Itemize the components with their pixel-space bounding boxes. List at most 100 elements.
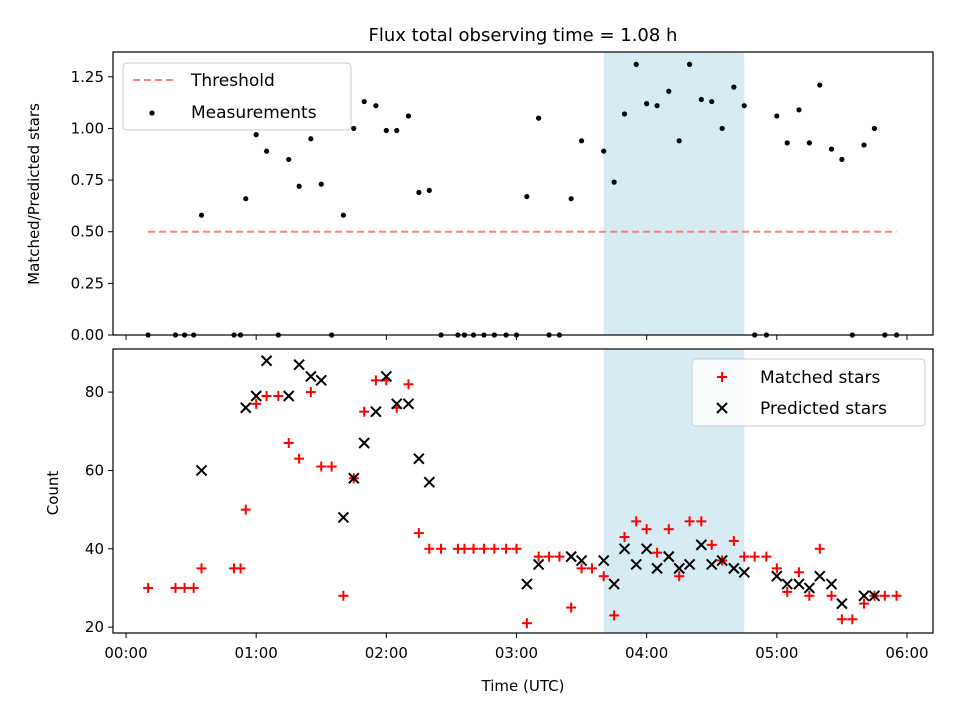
cross-b — [663, 550, 675, 563]
cross-b — [250, 390, 262, 402]
bottom-y-axis: 20 40 60 80 — [85, 383, 113, 636]
predicted-star-point — [283, 390, 295, 402]
cross-b — [771, 570, 783, 582]
predicted-star-point — [706, 558, 718, 571]
matched-star-point — [631, 516, 642, 527]
top-highlight-span — [603, 52, 745, 335]
measurement-point — [243, 196, 249, 202]
cross-b — [402, 398, 415, 410]
measurement-point — [394, 127, 400, 134]
predicted-star-point — [728, 562, 740, 575]
measurement-point — [774, 113, 780, 119]
matched-star-point — [261, 391, 272, 402]
matched-star-point — [478, 543, 489, 554]
legend-matched-label: Matched stars — [760, 368, 880, 388]
cross-b — [716, 402, 728, 414]
matched-star-point — [240, 504, 251, 515]
bottom-x-tick-label: 05:00 — [755, 644, 798, 662]
cross-b — [575, 554, 588, 567]
measurement-point — [568, 196, 574, 202]
matched-star-point — [749, 551, 760, 562]
matched-star-point — [436, 543, 446, 554]
matched-star-point — [598, 571, 609, 582]
cross-b — [283, 390, 295, 402]
measurement-point — [719, 125, 725, 132]
cross-b — [413, 452, 425, 465]
cross-b — [380, 370, 393, 383]
matched-star-point — [879, 590, 890, 601]
top-y-tick-label: 0.25 — [71, 274, 104, 292]
predicted-star-point — [293, 358, 305, 371]
predicted-star-point — [640, 543, 653, 555]
top-plot-frame — [112, 51, 934, 336]
matched-star-point — [641, 524, 652, 535]
matched-star-point — [251, 398, 262, 409]
measurement-point — [253, 132, 259, 138]
matched-star-point — [663, 524, 674, 535]
measurement-point — [731, 84, 737, 90]
legend-measurements-label: Measurements — [191, 103, 317, 123]
cross-b — [728, 562, 740, 575]
cross-b — [716, 554, 728, 567]
measurement-point — [601, 148, 607, 154]
matched-star-point — [782, 586, 793, 597]
legend-predicted-label: Predicted stars — [760, 399, 887, 419]
matched-star-point — [283, 438, 294, 449]
bottom-x-tick-label: 01:00 — [235, 644, 278, 662]
matched-star-point — [586, 563, 597, 574]
cross-b — [803, 582, 816, 594]
matched-star-point — [235, 563, 246, 574]
measurement-point — [654, 103, 660, 109]
predicted-star-point — [695, 539, 708, 551]
bottom-x-tick-label: 03:00 — [495, 644, 538, 662]
predicted-star-point — [651, 562, 663, 575]
count-series — [143, 355, 902, 629]
cross-b — [695, 539, 708, 551]
measurement-point — [709, 98, 715, 105]
bottom-x-tick-label: 04:00 — [625, 644, 668, 662]
matched-star-point — [684, 516, 695, 527]
predicted-star-point — [240, 402, 252, 414]
cross-b — [630, 558, 642, 571]
matched-star-point — [576, 563, 587, 574]
bottom-x-axis-label: Time (UTC) — [481, 677, 565, 695]
cross-b — [858, 590, 870, 602]
predicted-star-point — [803, 582, 816, 594]
measurement-point — [416, 189, 422, 196]
matched-star-point — [459, 543, 470, 554]
measurement-point — [373, 103, 379, 109]
measurement-point — [633, 61, 639, 67]
bottom-x-tick-label: 02:00 — [365, 644, 408, 662]
measurement-point — [861, 142, 867, 148]
matched-star-point — [891, 590, 902, 601]
predicted-star-point — [260, 355, 273, 367]
measurement-point — [198, 212, 205, 218]
bottom-y-tick-label: 80 — [85, 383, 104, 401]
predicted-star-point — [618, 543, 631, 555]
cross-b — [195, 464, 208, 477]
measurement-point — [839, 156, 845, 163]
matched-star-point — [804, 590, 815, 601]
cross-b — [521, 578, 533, 590]
matched-star-point — [609, 610, 620, 621]
matched-star-point — [338, 590, 349, 601]
matched-star-point — [814, 543, 825, 554]
measurement-point — [524, 193, 530, 200]
cross-b — [651, 562, 663, 575]
predicted-star-point — [337, 511, 350, 524]
measurement-point — [351, 125, 357, 132]
predicted-star-point — [738, 566, 750, 578]
predicted-star-point — [565, 550, 577, 563]
matched-star-point — [566, 602, 577, 613]
matched-star-point — [294, 453, 305, 464]
matched-star-point — [761, 551, 772, 562]
predicted-star-point — [423, 476, 435, 488]
predicted-star-point — [250, 390, 262, 402]
top-y-axis-label: Matched/Predicted stars — [25, 103, 43, 285]
predicted-star-point — [825, 578, 838, 590]
measurement-point — [296, 183, 302, 189]
cross-b — [391, 398, 403, 410]
legend-measurements-swatch — [149, 110, 155, 116]
measurement-point — [426, 187, 432, 194]
